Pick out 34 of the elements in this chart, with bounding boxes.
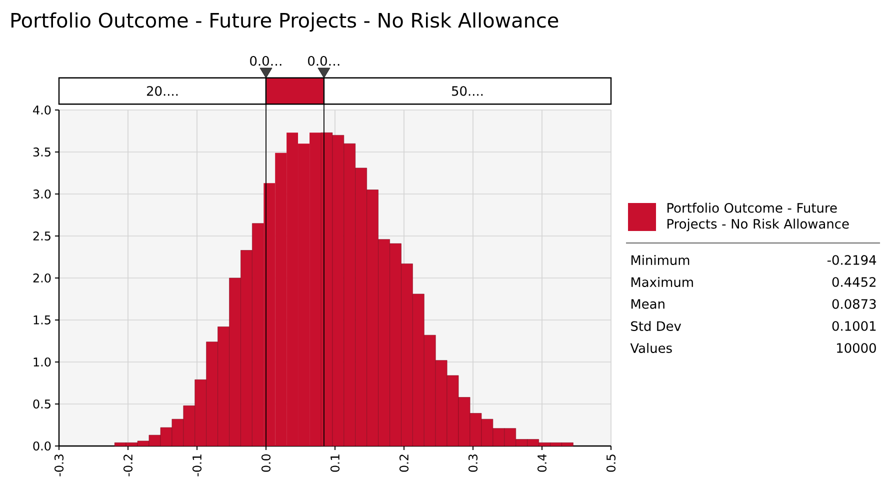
y-tick-label: 1.5 [34,316,50,324]
x-tick-label: -0.1 [192,454,202,476]
text: 50.... [452,86,483,96]
x-tick-label: 0.3 [468,454,478,472]
y-tick-label: 1.0 [34,357,51,367]
y-tick-label: 4.0 [33,105,51,115]
x-tick-label: 0.2 [399,454,409,472]
y-tick-label: 2.5 [33,231,50,241]
text: Maximum [631,276,693,288]
y-tick-label: 0.0 [33,441,51,451]
text: 10000 [837,343,876,353]
x-tick-label: 0.1 [330,454,340,472]
y-tick-label: 2.0 [33,273,51,283]
text: Std Dev [631,320,682,332]
text: 0.0873 [832,299,876,309]
text: 0.1001 [832,321,876,331]
text: -0.2194 [827,255,876,265]
y-tick-label: 3.5 [33,147,50,157]
chart-title: Portfolio Outcome - Future Projects - No Risk Allowance [11,12,558,32]
x-tick-label: 0.4 [537,454,547,472]
legend-label: Portfolio Outcome - Future Projects - No Risk Allowance [667,202,849,232]
text: Values [630,342,672,354]
y-tick-label: 3.0 [33,189,51,199]
x-tick-label: 0.0 [261,454,271,472]
text: 0.4452 [832,277,876,287]
x-tick-label: 0.5 [606,454,616,472]
ref-line-label: 0.0… [250,56,282,66]
x-tick-label: -0.2 [123,454,133,476]
ref-line-label: 0.0… [308,56,340,66]
y-tick-label: 0.5 [33,399,50,409]
text: Minimum [631,254,690,266]
text: 20.... [146,86,178,96]
text: Mean [631,299,664,309]
x-tick-label: -0.3 [54,454,64,476]
